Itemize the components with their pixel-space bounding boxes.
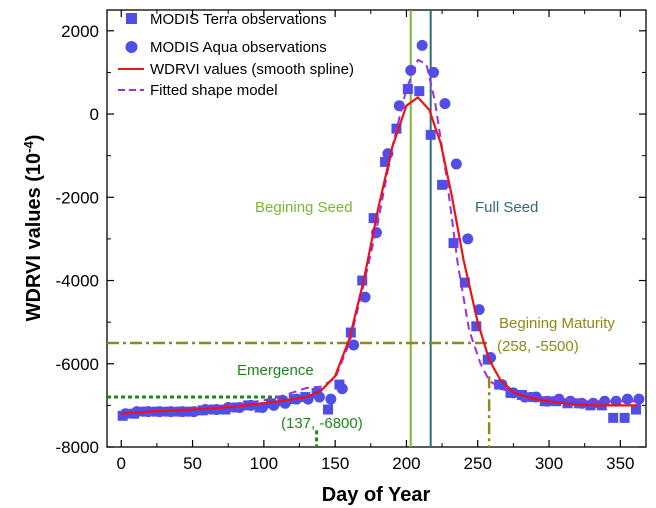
x-tick-label: 250 [464, 454, 492, 473]
aqua-point [428, 66, 440, 78]
terra-point [391, 123, 402, 134]
plot-frame [106, 9, 647, 448]
y-tick-label: -2000 [56, 188, 99, 207]
aqua-point [439, 98, 451, 110]
aqua-point [633, 393, 645, 405]
terra-point [414, 86, 425, 97]
terra-point [631, 404, 642, 415]
terra-point [402, 84, 413, 95]
terra-point [471, 321, 482, 332]
emergence-label: Emergence [237, 362, 314, 379]
aqua-point [336, 383, 348, 395]
spline-line [121, 96, 638, 415]
aqua-point [621, 393, 633, 405]
legend-aqua-label: MODIS Aqua observations [150, 39, 327, 56]
beginning-maturity-coords: (258, -5500) [497, 338, 579, 355]
beginning-maturity-label: Begining Maturity [499, 315, 615, 332]
x-tick-label: 50 [183, 454, 202, 473]
terra-point [380, 156, 391, 167]
aqua-point [587, 397, 599, 409]
y-tick-label: 2000 [61, 22, 99, 41]
legend-terra-marker [126, 13, 137, 24]
y-axis-title-superscript: -4 [21, 140, 36, 152]
y-tick-label: -8000 [56, 438, 99, 457]
emergence-coords: (137, -6800) [281, 415, 363, 432]
x-axis-ticks: 0 50 100 150 200 250 300 350 [117, 10, 635, 473]
x-tick-label: 350 [606, 454, 634, 473]
aqua-point [313, 391, 325, 403]
x-tick-label: 300 [535, 454, 563, 473]
legend-spline-label: WDRVI values (smooth spline) [150, 61, 354, 78]
aqua-point [610, 395, 622, 407]
x-axis-title: Day of Year [322, 484, 431, 506]
y-tick-label: 0 [90, 105, 99, 124]
y-axis-title-main: WDRVI values (10 [23, 153, 45, 322]
terra-point [448, 238, 459, 249]
terra-point [459, 277, 470, 288]
y-tick-label: -6000 [56, 355, 99, 374]
x-tick-label: 0 [117, 454, 126, 473]
terra-point [619, 412, 630, 423]
x-tick-label: 200 [392, 454, 420, 473]
aqua-point [359, 291, 371, 303]
terra-point [323, 404, 334, 415]
aqua-point [177, 406, 189, 418]
terra-point [425, 129, 436, 140]
y-tick-label: -4000 [56, 272, 99, 291]
aqua-point [348, 339, 360, 351]
beginning-seed-label: Begining Seed [255, 199, 353, 216]
x-tick-label: 100 [250, 454, 278, 473]
terra-point [437, 179, 448, 190]
legend-shape-label: Fitted shape model [150, 82, 278, 99]
legend-terra-label: MODIS Terra observations [150, 11, 326, 28]
terra-point [608, 412, 619, 423]
aqua-point [211, 404, 223, 416]
terra-point [357, 275, 368, 286]
legend-aqua-marker [125, 41, 138, 53]
aqua-point [325, 393, 337, 405]
y-axis-title-close: ) [23, 135, 45, 142]
series-layer [117, 39, 645, 423]
aqua-point [450, 158, 462, 170]
y-axis-title: WDRVI values (10-4) [21, 135, 45, 322]
legend: MODIS Terra observations MODIS Aqua obse… [118, 11, 354, 99]
aqua-point [496, 379, 508, 391]
aqua-point [462, 233, 474, 245]
aqua-point [416, 39, 428, 51]
full-seed-label: Full Seed [475, 199, 538, 216]
y-axis-ticks: -8000 -6000 -4000 -2000 0 2000 [56, 22, 646, 457]
x-tick-label: 150 [321, 454, 349, 473]
terra-point [368, 213, 379, 224]
